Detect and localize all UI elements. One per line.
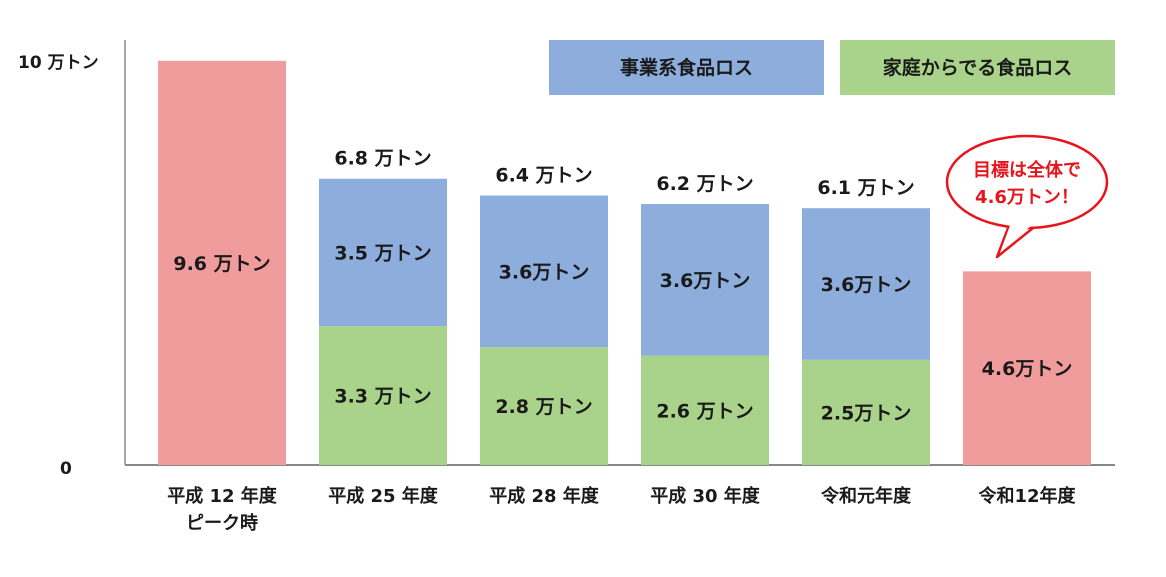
bar-total-0 [158,60,286,466]
bar-household-label-2: 2.8 万トン [495,396,592,418]
bar-business-1 [319,178,447,327]
y-tick-label-zero: 0 [60,459,72,479]
bar-household-3 [641,355,769,465]
bar-total-label-5: 4.6万トン [982,358,1073,380]
bar-business-label-2: 3.6万トン [499,261,590,283]
bar-total-label-0: 9.6 万トン [173,253,270,275]
callout-bubble [945,134,1109,230]
x-tick-label-0-1: ピーク時 [186,513,258,534]
bar-business-4 [802,208,930,360]
bar-total-label-1: 6.8 万トン [334,148,431,170]
callout-tail-fill [1001,220,1036,250]
bar-total-5 [963,271,1091,465]
bar-household-label-1: 3.3 万トン [334,386,431,408]
bar-business-label-4: 3.6万トン [821,274,912,296]
bar-total-label-4: 6.1 万トン [817,177,914,199]
callout-line-1: 4.6万トン！ [975,187,1079,208]
bar-household-label-4: 2.5万トン [821,402,912,424]
x-tick-label-2-0: 平成 28 年度 [489,485,600,507]
bar-household-label-3: 2.6 万トン [656,400,753,422]
bar-total-label-3: 6.2 万トン [656,173,753,195]
bar-household-2 [480,347,608,465]
bar-business-3 [641,203,769,356]
legend-business-label: 事業系食品ロス [620,56,753,79]
x-tick-label-5-0: 令和12年度 [977,485,1076,507]
callout-line-0: 目標は全体で [973,159,1081,181]
bar-business-2 [480,195,608,348]
legend-business-swatch [549,40,824,95]
legend-household-swatch [840,40,1115,95]
x-tick-label-1-0: 平成 25 年度 [328,485,439,507]
x-tick-label-4-0: 令和元年度 [820,485,912,507]
x-tick-label-3-0: 平成 30 年度 [650,485,761,507]
bar-household-4 [802,359,930,465]
bar-household-1 [319,326,447,465]
legend-household-label: 家庭からでる食品ロス [883,56,1072,79]
bar-total-label-2: 6.4 万トン [495,165,592,187]
y-tick-label-max: 10 万トン [18,53,99,73]
bar-business-label-1: 3.5 万トン [334,242,431,264]
x-tick-label-0-0: 平成 12 年度 [167,485,278,507]
bar-business-label-3: 3.6万トン [660,270,751,292]
